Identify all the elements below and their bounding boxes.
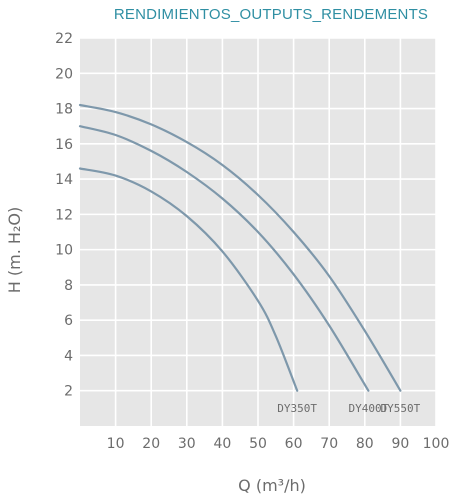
series-label-dy350t: DY350T <box>277 402 317 415</box>
x-axis-ticks: 10 20 30 40 50 60 70 80 90 100 <box>107 436 450 452</box>
x-tick-label: 70 <box>320 436 338 452</box>
x-tick-label: 60 <box>285 436 303 452</box>
series-line-dy400t <box>78 125 370 392</box>
x-tick-label: 30 <box>178 436 196 452</box>
y-tick-label: 18 <box>55 102 73 118</box>
series-label-dy550t: DY550T <box>381 402 421 415</box>
x-axis-label: Q (m³/h) <box>238 476 306 495</box>
series-line-dy350t <box>78 167 299 392</box>
x-tick-label: 50 <box>249 436 267 452</box>
series-line-dy550t <box>78 103 402 392</box>
series-label-dy400t: DY400T <box>348 402 388 415</box>
chart-title: RENDIMIENTOS_OUTPUTS_RENDEMENTS <box>113 6 429 23</box>
y-tick-label: 22 <box>55 31 73 47</box>
x-tick-label: 10 <box>107 436 125 452</box>
y-tick-label: 2 <box>64 384 73 400</box>
y-tick-label: 4 <box>64 348 73 364</box>
y-tick-label: 6 <box>64 313 73 329</box>
y-tick-label: 16 <box>55 137 73 153</box>
x-tick-label: 20 <box>142 436 160 452</box>
x-tick-label: 90 <box>391 436 409 452</box>
y-tick-label: 10 <box>55 243 73 259</box>
x-tick-label: 100 <box>423 436 450 452</box>
y-axis-label: H (m. H₂O) <box>5 207 24 293</box>
y-tick-label: 14 <box>55 172 73 188</box>
x-tick-label: 80 <box>356 436 374 452</box>
y-tick-label: 8 <box>64 278 73 294</box>
y-tick-label: 20 <box>55 66 73 82</box>
y-tick-label: 12 <box>55 207 73 223</box>
y-axis-ticks: 2 4 6 8 10 12 14 16 18 20 22 <box>55 31 73 400</box>
x-tick-label: 40 <box>213 436 231 452</box>
